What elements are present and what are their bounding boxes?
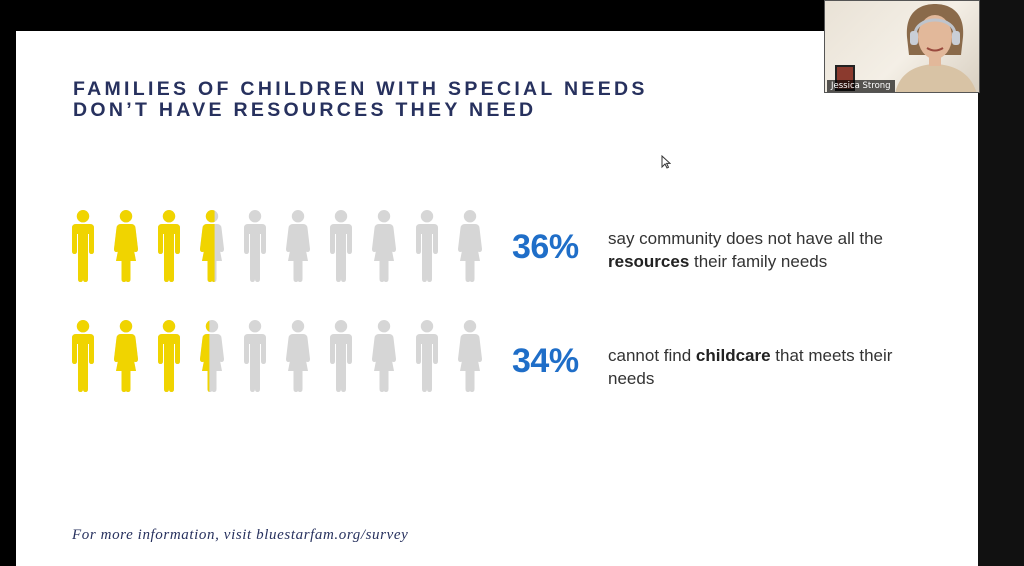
stat-text-before: say community does not have all the <box>608 229 883 248</box>
female-figure-icon <box>200 320 224 392</box>
female-figure-icon <box>114 320 138 392</box>
female-figure-icon <box>372 320 396 392</box>
stat-text-before: cannot find <box>608 346 696 365</box>
female-figure-icon <box>286 210 310 282</box>
stat-text-after: their family needs <box>689 252 828 271</box>
male-figure-icon <box>244 320 266 392</box>
slide-title-line-1: FAMILIES OF CHILDREN WITH SPECIAL NEEDS <box>73 78 648 100</box>
female-figure-icon <box>458 210 482 282</box>
female-figure-icon <box>200 210 224 282</box>
footer-source: For more information, visit bluestarfam.… <box>72 527 409 543</box>
male-figure-icon <box>158 320 180 392</box>
stat-keyword-childcare: childcare <box>695 346 771 365</box>
pictogram-row-childcare <box>70 319 500 399</box>
presentation-slide: FAMILIES OF CHILDREN WITH SPECIAL NEEDS … <box>16 31 978 566</box>
male-figure-icon <box>330 320 352 392</box>
female-figure-icon <box>114 210 138 282</box>
female-figure-icon <box>458 320 482 392</box>
mouse-cursor-icon <box>661 155 671 169</box>
presenter-video-icon <box>895 4 977 92</box>
male-figure-icon <box>330 210 352 282</box>
stat-percent-resources: 36% <box>512 228 579 266</box>
male-figure-icon <box>72 210 94 282</box>
female-figure-icon <box>286 320 310 392</box>
slide-title: FAMILIES OF CHILDREN WITH SPECIAL NEEDS … <box>73 79 753 121</box>
stat-description-childcare: cannot find childcare that meets their n… <box>608 344 898 390</box>
male-figure-icon <box>416 210 438 282</box>
webcam-video-tile[interactable]: Jessica Strong <box>824 0 980 93</box>
male-figure-icon <box>416 320 438 392</box>
slide-title-line-2: DON’T HAVE RESOURCES THEY NEED <box>73 99 537 121</box>
female-figure-icon <box>372 210 396 282</box>
screen-edge <box>978 0 1024 566</box>
stat-keyword-resources: resources <box>608 252 690 271</box>
male-figure-icon <box>158 210 180 282</box>
male-figure-icon <box>244 210 266 282</box>
pictogram-row-resources <box>70 209 500 289</box>
stat-description-resources: say community does not have all the reso… <box>608 227 898 273</box>
participant-name-label: Jessica Strong <box>827 80 895 92</box>
stat-text-after: that meets their needs <box>608 346 893 388</box>
male-figure-icon <box>72 320 94 392</box>
stat-percent-childcare: 34% <box>512 342 579 380</box>
